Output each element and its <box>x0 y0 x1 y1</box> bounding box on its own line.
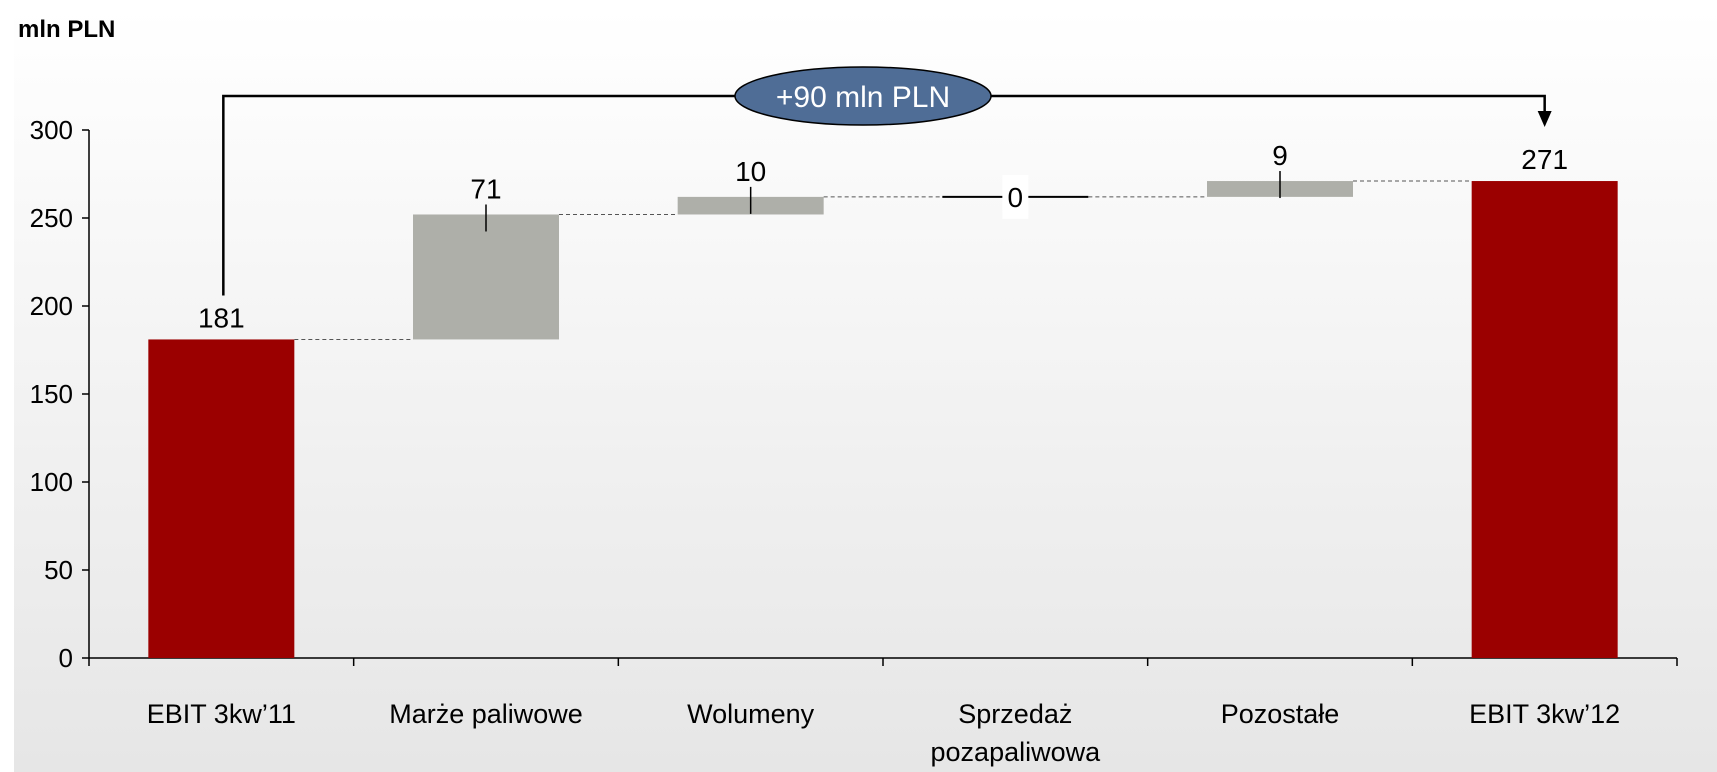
y-tick-label: 200 <box>30 291 73 321</box>
bar-total <box>148 339 295 658</box>
x-category-label: EBIT 3kw’12 <box>1469 699 1620 729</box>
annotation-badge <box>734 66 992 126</box>
data-label: 71 <box>470 173 501 204</box>
data-label: 181 <box>198 302 245 333</box>
y-tick-label: 100 <box>30 467 73 497</box>
y-tick-label: 150 <box>30 379 73 409</box>
data-label: 0 <box>1008 182 1024 213</box>
y-tick-label: 50 <box>44 555 73 585</box>
data-label: 10 <box>735 156 766 187</box>
bar-total <box>1471 181 1618 659</box>
x-category-label: Pozostałe <box>1221 699 1340 729</box>
plot-background <box>14 8 1717 772</box>
data-label-background <box>1002 174 1029 219</box>
x-category-label: Wolumeny <box>687 699 815 729</box>
y-tick-label: 0 <box>59 643 73 673</box>
x-category-label: Marże paliwowe <box>389 699 583 729</box>
y-tick-label: 250 <box>30 203 73 233</box>
x-category-label: EBIT 3kw’11 <box>147 699 296 729</box>
y-tick-label: 300 <box>30 115 73 145</box>
x-category-label: Sprzedaż pozapaliwowa <box>931 699 1102 767</box>
data-label: 271 <box>1521 144 1568 175</box>
unit-label: mln PLN <box>18 16 115 43</box>
bar-delta <box>413 214 559 340</box>
annotation-arrowhead <box>1537 111 1552 128</box>
data-label: 9 <box>1272 140 1288 171</box>
annotation-label: +90 mln PLN <box>776 81 950 114</box>
